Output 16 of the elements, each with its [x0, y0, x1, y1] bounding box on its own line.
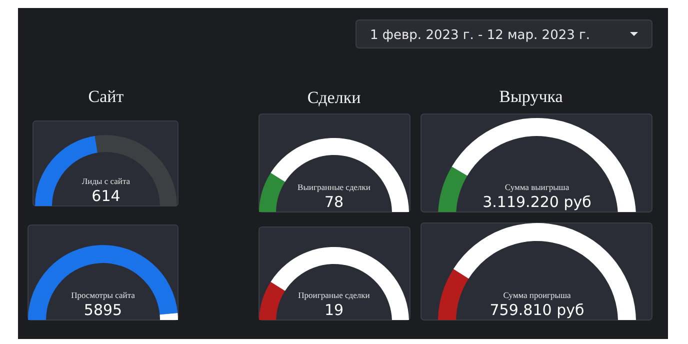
text: Сделки: [307, 88, 361, 107]
text: Сумма выигрыша: [504, 182, 570, 192]
text: 19: [324, 301, 344, 319]
text: 1 февр. 2023 г. - 12 мар. 2023 г.: [370, 28, 590, 43]
text: Выигранные сделки: [298, 182, 371, 192]
text: Лиды с сайта: [82, 176, 130, 186]
text: Сумма проигрыша: [503, 290, 571, 300]
text: Выручка: [499, 87, 564, 106]
text: 759.810 руб: [490, 301, 584, 319]
text: 3.119.220 руб: [482, 193, 592, 211]
text: 614: [92, 187, 120, 205]
text: 78: [324, 193, 344, 211]
text: Просмотры сайта: [71, 290, 136, 300]
text: 5895: [84, 301, 122, 319]
text: Сайт: [88, 87, 124, 106]
text: Проиграные сделки: [298, 290, 370, 300]
